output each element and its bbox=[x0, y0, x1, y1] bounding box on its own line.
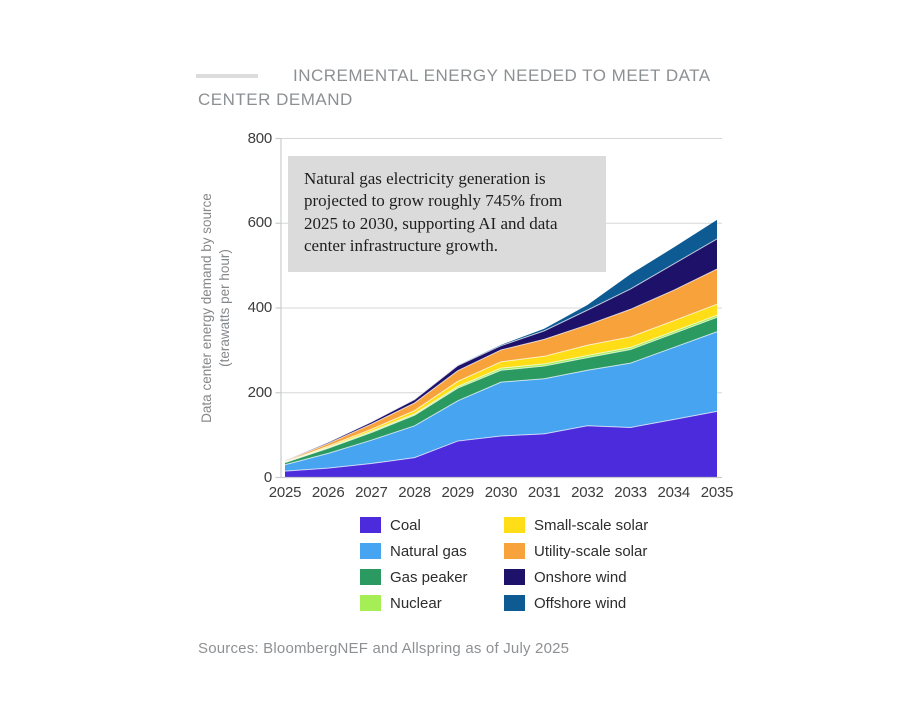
area-natural-gas bbox=[285, 331, 717, 472]
y-tick-400: 400 bbox=[247, 299, 273, 316]
legend-column-2: Small-scale solar Utility-scale solar Onsh… bbox=[504, 512, 648, 616]
separator-above-natural-gas bbox=[284, 331, 718, 466]
area-nuclear bbox=[285, 315, 717, 463]
legend-label-natural-gas: Natural gas bbox=[390, 542, 467, 560]
legend-swatch-natural-gas bbox=[360, 543, 381, 559]
separator-above-coal bbox=[284, 410, 718, 472]
separator-above-nuclear bbox=[284, 314, 718, 463]
x-tick-2035: 2035 bbox=[700, 484, 734, 501]
legend-swatch-gas-peaker bbox=[360, 569, 381, 585]
legend-item-onshore-wind: Onshore wind bbox=[504, 564, 648, 590]
y-tick-600: 600 bbox=[247, 214, 273, 232]
area-gas-peaker bbox=[285, 317, 717, 465]
legend-item-nuclear: Nuclear bbox=[360, 590, 468, 616]
x-tick-2030: 2030 bbox=[484, 484, 518, 501]
legend-item-coal: Coal bbox=[360, 512, 468, 538]
annotation-callout: Natural gas electricity generation is pr… bbox=[288, 156, 606, 272]
legend-item-small-scale-solar: Small-scale solar bbox=[504, 512, 648, 538]
legend-item-utility-scale-solar: Utility-scale solar bbox=[504, 538, 648, 564]
legend-swatch-offshore-wind bbox=[504, 595, 525, 611]
legend-swatch-nuclear bbox=[360, 595, 381, 611]
separator-above-gas-peaker bbox=[284, 316, 718, 464]
separator-above-small-scale-solar bbox=[284, 303, 718, 463]
legend-label-coal: Coal bbox=[390, 516, 421, 534]
legend-swatch-utility-scale-solar bbox=[504, 543, 525, 559]
chart-title: INCREMENTAL ENERGY NEEDED TO MEET DATA C… bbox=[198, 66, 710, 110]
x-tick-2025: 2025 bbox=[268, 484, 302, 501]
faded-mark bbox=[196, 74, 258, 78]
legend-swatch-coal bbox=[360, 517, 381, 533]
legend-swatch-onshore-wind bbox=[504, 569, 525, 585]
x-tick-2032: 2032 bbox=[571, 484, 604, 501]
y-tick-200: 200 bbox=[247, 383, 273, 401]
series-separators bbox=[284, 238, 718, 472]
separator-above-onshore-wind bbox=[284, 238, 718, 462]
legend-label-small-scale-solar: Small-scale solar bbox=[534, 516, 649, 534]
x-tick-2026: 2026 bbox=[311, 484, 345, 501]
legend-item-gas-peaker: Gas peaker bbox=[360, 564, 468, 590]
legend-swatch-small-scale-solar bbox=[504, 517, 525, 533]
y-tick-800: 800 bbox=[247, 129, 273, 147]
legend-column-1: Coal Natural gas Gas peaker Nuclear bbox=[360, 512, 468, 616]
legend-label-nuclear: Nuclear bbox=[390, 594, 442, 612]
x-tick-2027: 2027 bbox=[355, 484, 388, 501]
legend-label-utility-scale-solar: Utility-scale solar bbox=[534, 542, 648, 560]
x-tick-2029: 2029 bbox=[441, 484, 475, 501]
separator-above-utility-scale-solar bbox=[284, 268, 718, 462]
x-tick-2031: 2031 bbox=[527, 484, 561, 501]
source-note: Sources: BloombergNEF and Allspring as o… bbox=[198, 640, 570, 657]
x-tick-2033: 2033 bbox=[614, 484, 647, 501]
area-small-scale-solar bbox=[285, 304, 717, 463]
axes bbox=[275, 137, 722, 479]
x-tick-2028: 2028 bbox=[398, 484, 431, 501]
y-tick-0: 0 bbox=[263, 468, 272, 486]
legend-label-gas-peaker: Gas peaker bbox=[390, 568, 468, 586]
legend-item-offshore-wind: Offshore wind bbox=[504, 590, 648, 616]
legend-label-onshore-wind: Onshore wind bbox=[534, 568, 627, 586]
x-tick-2034: 2034 bbox=[657, 484, 691, 501]
legend-item-natural-gas: Natural gas bbox=[360, 538, 468, 564]
legend-label-offshore-wind: Offshore wind bbox=[534, 594, 627, 612]
